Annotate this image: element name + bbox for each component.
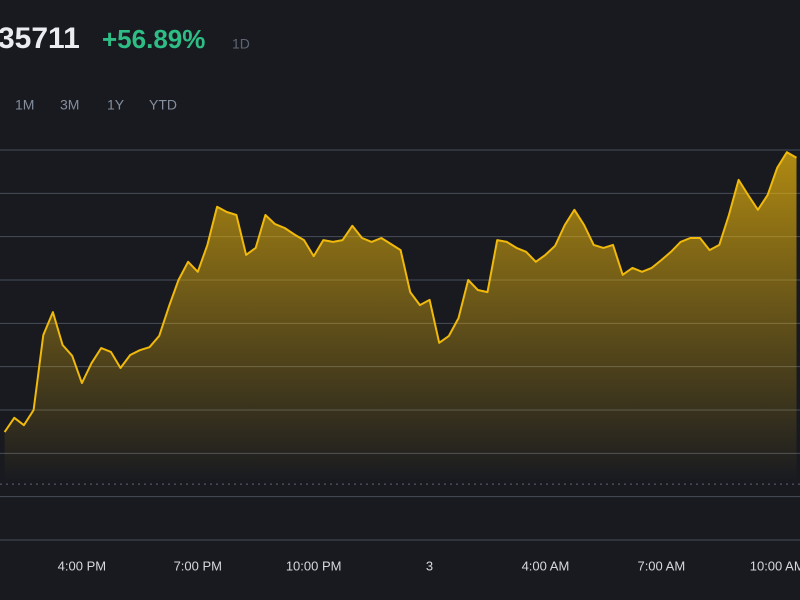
x-tick-label: 3: [426, 558, 433, 573]
range-button[interactable]: 1M: [15, 97, 34, 113]
range-button[interactable]: 3M: [60, 97, 79, 113]
change: +56.89%: [102, 24, 205, 54]
x-tick-label: 7:00 PM: [174, 558, 222, 573]
range-button[interactable]: 1Y: [107, 97, 125, 113]
area-fill: [4, 152, 797, 540]
x-tick-label: 7:00 AM: [637, 558, 685, 573]
period: 1D: [232, 36, 250, 52]
x-tick-label: 10:00 AM: [750, 558, 800, 573]
price: 35711: [0, 22, 80, 55]
x-tick-label: 4:00 PM: [58, 558, 106, 573]
price-line: [3, 151, 798, 433]
x-tick-label: 10:00 PM: [286, 558, 342, 573]
range-button[interactable]: YTD: [149, 97, 177, 113]
x-tick-label: 4:00 AM: [522, 558, 570, 573]
